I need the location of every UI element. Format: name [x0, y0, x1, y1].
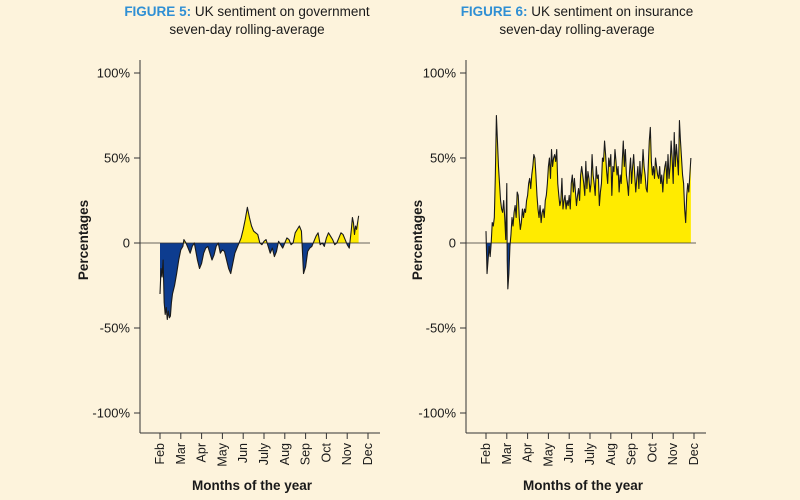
x-tick-label: Apr — [521, 443, 535, 462]
y-tick-label: 50% — [104, 151, 130, 166]
x-tick-label: May — [215, 442, 229, 466]
y-tick-label: -50% — [100, 321, 131, 336]
x-tick-label: Sep — [299, 443, 313, 465]
x-tick-label: Oct — [319, 442, 333, 462]
y-tick-label: -100% — [92, 406, 130, 421]
negative-area — [194, 243, 219, 269]
chart-subtitle: seven-day rolling-average — [499, 22, 655, 37]
x-tick-label: Feb — [153, 443, 167, 465]
negative-area — [302, 243, 314, 274]
y-tick-label: 100% — [97, 66, 131, 81]
series-line — [485, 114, 692, 290]
positive-area — [325, 232, 335, 243]
x-tick-label: Apr — [195, 443, 209, 462]
figure-label: FIGURE 6: — [460, 4, 528, 19]
y-tick-label: -50% — [426, 321, 457, 336]
x-tick-label: Sep — [625, 443, 639, 465]
x-tick-label: May — [541, 442, 555, 466]
x-tick-label: Aug — [278, 443, 292, 465]
series-line — [159, 206, 360, 321]
x-tick-label: Dec — [361, 443, 375, 465]
x-axis-label: Months of the year — [523, 478, 644, 493]
x-tick-label: July — [257, 442, 271, 465]
chart-title-text: UK sentiment on insurance — [531, 4, 694, 19]
y-axis-label: Percentages — [410, 200, 425, 280]
chart-title-figure-6: FIGURE 6: UK sentiment on insurance seve… — [402, 3, 752, 39]
x-tick-label: Aug — [604, 443, 618, 465]
x-tick-label: Mar — [500, 443, 514, 465]
positive-area — [239, 207, 260, 243]
y-axis-label: Percentages — [76, 200, 91, 280]
x-axis-label: Months of the year — [192, 478, 313, 493]
x-tick-label: Oct — [645, 442, 659, 462]
y-tick-label: 0 — [449, 236, 456, 251]
positive-area — [510, 120, 691, 243]
positive-area — [336, 232, 347, 243]
chart-figure-6: 100% 50% 0 -50% -100% Feb Mar Apr May Jun July Aug S… — [410, 60, 706, 493]
y-tick-label: 50% — [430, 151, 456, 166]
x-tick-label: Dec — [687, 443, 701, 465]
x-tick-label: Mar — [174, 443, 188, 465]
chart-subtitle: seven-day rolling-average — [169, 22, 325, 37]
negative-area — [160, 243, 184, 320]
y-tick-label: 100% — [423, 66, 457, 81]
chart-figure-5: 100% 50% 0 -50% -100% Feb Mar Apr May Jun July Aug S… — [76, 60, 380, 493]
x-tick-label: Jun — [236, 443, 250, 463]
y-tick-label: -100% — [418, 406, 456, 421]
x-tick-label: Nov — [666, 442, 680, 465]
x-tick-label: Feb — [479, 443, 493, 465]
chart-title-text: UK sentiment on government — [194, 4, 370, 19]
positive-area — [293, 226, 303, 243]
x-tick-label: July — [583, 442, 597, 465]
y-tick-label: 0 — [123, 236, 130, 251]
x-tick-label: Nov — [340, 442, 354, 465]
figure-label: FIGURE 5: — [124, 4, 192, 19]
x-tick-label: Jun — [562, 443, 576, 463]
chart-title-figure-5: FIGURE 5: UK sentiment on government sev… — [72, 3, 422, 39]
positive-area — [284, 237, 291, 243]
